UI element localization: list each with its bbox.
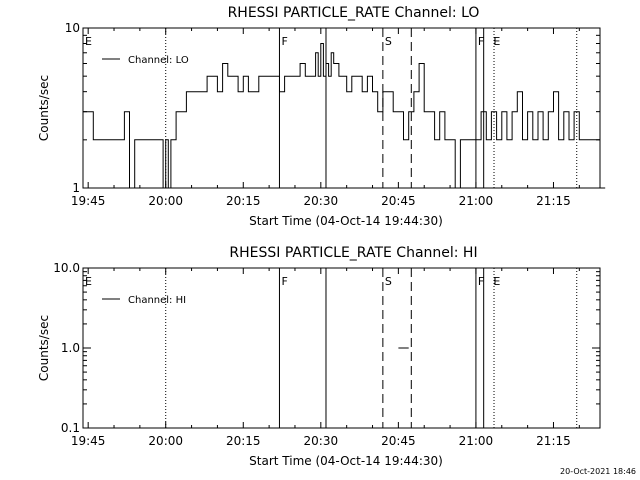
x-tick-label: 21:00 (459, 194, 494, 208)
x-tick-label: 20:45 (381, 434, 416, 448)
x-tick-label: 21:15 (536, 194, 571, 208)
y-axis-label: Counts/sec (37, 75, 51, 141)
flag-label: E (85, 35, 92, 48)
x-axis-label: Start Time (04-Oct-14 19:44:30) (249, 454, 443, 468)
x-tick-label: 20:45 (381, 194, 416, 208)
y-tick-label: 1 (72, 181, 80, 195)
flag-label: E (493, 275, 500, 288)
x-tick-label: 20:30 (304, 434, 339, 448)
plot-frame (82, 27, 601, 189)
x-tick-label: 20:30 (304, 194, 339, 208)
flag-label: F (478, 275, 484, 288)
x-tick-label: 21:00 (459, 434, 494, 448)
x-tick-label: 19:45 (71, 434, 106, 448)
y-tick-label: 10.0 (53, 261, 80, 275)
flag-label: F (478, 35, 484, 48)
footer-timestamp: 20-Oct-2021 18:46 (560, 467, 636, 476)
y-axis-label: Counts/sec (37, 315, 51, 381)
x-tick-label: 20:00 (148, 434, 183, 448)
x-tick-label: 19:45 (71, 194, 106, 208)
chart-panel-hi: RHESSI PARTICLE_RATE Channel: HI Counts/s… (37, 245, 601, 468)
flag-label: E (85, 275, 92, 288)
legend-entry: Channel: HI (128, 295, 186, 306)
y-tick-label: 1.0 (61, 341, 80, 355)
plot-frame (82, 267, 601, 429)
chart-panel-lo: RHESSI PARTICLE_RATE Channel: LO Counts/s… (37, 5, 606, 228)
y-tick-label: 10 (65, 21, 80, 35)
x-axis-label: Start Time (04-Oct-14 19:44:30) (249, 214, 443, 228)
legend-entry: Channel: LO (128, 55, 189, 66)
flag-label: S (385, 35, 392, 48)
x-tick-label: 20:00 (148, 194, 183, 208)
y-tick-label: 0.1 (61, 421, 80, 435)
x-tick-label: 21:15 (536, 434, 571, 448)
flag-label: F (281, 275, 287, 288)
data-series-line (83, 43, 606, 189)
chart-title: RHESSI PARTICLE_RATE Channel: HI (229, 245, 477, 261)
x-tick-label: 20:15 (226, 434, 261, 448)
flag-label: F (281, 35, 287, 48)
x-tick-label: 20:15 (226, 194, 261, 208)
chart-title: RHESSI PARTICLE_RATE Channel: LO (228, 5, 480, 21)
flag-label: S (385, 275, 392, 288)
flag-label: E (493, 35, 500, 48)
